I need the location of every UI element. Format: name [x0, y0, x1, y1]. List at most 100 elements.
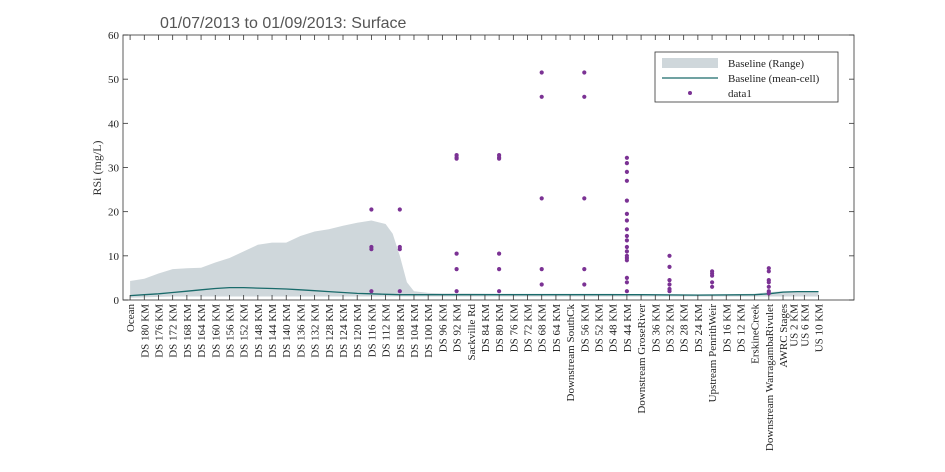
data-point	[667, 253, 672, 258]
x-tick-label: DS 64 KM	[551, 304, 563, 353]
x-tick-label: DS 140 KM	[281, 304, 293, 358]
x-tick-label: DS 180 KM	[139, 304, 151, 358]
data-point	[539, 267, 544, 272]
x-tick-label: DS 144 KM	[267, 304, 279, 358]
x-tick-label: DS 32 KM	[665, 304, 677, 353]
data-point	[624, 178, 630, 183]
data-point	[624, 233, 630, 239]
y-axis-label: RSi (mg/L)	[90, 140, 104, 195]
data-point	[710, 280, 715, 285]
x-tick-label: DS 168 KM	[182, 304, 194, 358]
legend: Baseline (Range) Baseline (mean-cell) da…	[654, 51, 839, 103]
legend-swatch-range	[662, 58, 718, 68]
data-point	[624, 218, 630, 223]
y-tick-label: 20	[108, 207, 120, 219]
x-tick-label: DS 68 KM	[537, 304, 549, 353]
data-point	[454, 251, 459, 256]
x-tick-label: DS 108 KM	[395, 304, 407, 358]
y-tick-label: 10	[108, 251, 120, 263]
data-point	[369, 207, 374, 212]
data-point	[497, 289, 502, 294]
x-tick-label: DS 36 KM	[650, 304, 662, 353]
data-point	[624, 227, 630, 232]
x-tick-label: Downstream GroseRiver	[636, 304, 648, 414]
data-point	[766, 266, 771, 271]
data-point	[710, 284, 715, 289]
data-point	[454, 289, 459, 294]
data-point	[624, 161, 630, 166]
data-point	[497, 251, 502, 256]
x-tick-label: DS 112 KM	[381, 304, 393, 358]
x-tick-label: DS 116 KM	[366, 304, 378, 358]
x-tick-label: DS 96 KM	[437, 304, 449, 353]
x-tick-label: DS 176 KM	[154, 304, 166, 358]
x-tick-label: DS 152 KM	[239, 304, 251, 358]
data-point	[624, 289, 630, 294]
x-tick-label: DS 160 KM	[210, 304, 222, 358]
data-point	[766, 284, 771, 289]
x-tick-label: DS 24 KM	[693, 304, 705, 353]
data-point	[667, 282, 672, 287]
legend-swatch-data	[688, 91, 692, 95]
x-tick-label: Upstream PenrithWeir	[707, 304, 719, 403]
data-point	[766, 280, 771, 285]
data-point	[582, 267, 587, 272]
x-tick-label: DS 16 KM	[721, 304, 733, 353]
data-point	[624, 211, 630, 216]
x-ticks: Ocean DS 180 KM DS 176 KM DS 172 KM DS 168 K…	[125, 35, 826, 451]
x-tick-label: DS 128 KM	[324, 304, 336, 358]
data-point	[624, 198, 630, 203]
x-tick-label: US 10 KM	[814, 304, 826, 353]
x-tick-label: DS 100 KM	[423, 304, 435, 358]
y-tick-label: 0	[114, 295, 120, 307]
range-area	[130, 220, 819, 298]
legend-label-mean: Baseline (mean-cell)	[728, 73, 820, 85]
chart-title: 01/07/2013 to 01/09/2013: Surface	[160, 15, 407, 32]
x-tick-label: DS 72 KM	[523, 304, 535, 353]
y-tick-label: 50	[108, 74, 120, 86]
y-tick-label: 30	[108, 163, 120, 175]
data-point	[624, 249, 630, 254]
x-tick-label: DS 84 KM	[480, 304, 492, 353]
x-tick-label: DS 132 KM	[310, 304, 322, 358]
data-point	[624, 169, 630, 174]
x-tick-label: DS 92 KM	[452, 304, 464, 353]
y-tick-label: 40	[108, 118, 120, 130]
x-tick-label: DS 44 KM	[622, 304, 634, 353]
data-point	[582, 282, 587, 287]
x-tick-label: DS 124 KM	[338, 304, 350, 358]
x-tick-label: DS 56 KM	[579, 304, 591, 353]
x-tick-label: DS 12 KM	[735, 304, 747, 353]
data-point	[624, 275, 630, 280]
data-point	[667, 264, 672, 269]
data-point	[497, 156, 502, 161]
data-point	[539, 94, 544, 99]
data-point	[624, 280, 630, 285]
mean-line	[130, 286, 819, 297]
data-point	[624, 155, 630, 160]
data-point	[582, 94, 587, 99]
x-tick-label: Ocean	[125, 304, 137, 333]
x-tick-label: DS 76 KM	[508, 304, 520, 353]
data-point	[454, 156, 459, 161]
data-point	[624, 258, 630, 263]
mean-layer	[130, 286, 819, 297]
x-tick-label: DS 28 KM	[679, 304, 691, 353]
x-tick-label: US 6 KM	[799, 304, 811, 347]
range-layer	[130, 220, 819, 298]
data-point	[710, 273, 715, 278]
x-tick-label: Downstream SouthCk	[565, 304, 577, 402]
data-point	[397, 247, 402, 252]
x-tick-label: ErskineCreek	[750, 304, 762, 364]
x-tick-label: DS 148 KM	[253, 304, 265, 358]
data-point	[539, 70, 544, 75]
data-point	[397, 207, 402, 212]
x-tick-label: Downstream WarragambaRivulet	[764, 304, 776, 451]
scatter-layer	[369, 70, 771, 296]
data-point	[369, 289, 374, 294]
data-point	[667, 278, 672, 283]
x-tick-label: DS 120 KM	[352, 304, 364, 358]
x-tick-label: DS 80 KM	[494, 304, 506, 353]
data-point	[624, 238, 630, 243]
